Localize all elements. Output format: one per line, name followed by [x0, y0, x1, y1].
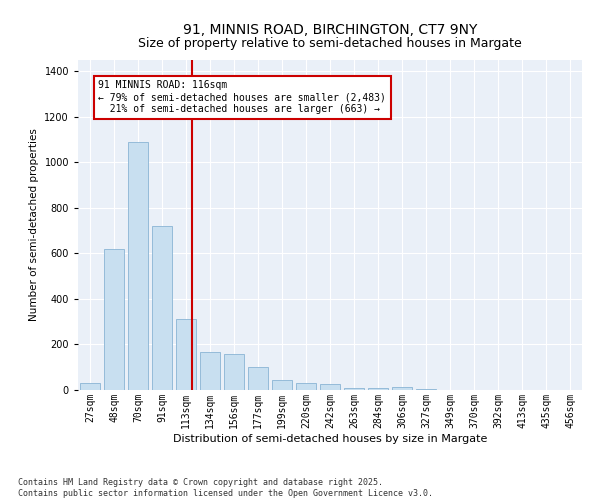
- Bar: [152, 226, 172, 390]
- Bar: [368, 388, 388, 390]
- Bar: [224, 354, 244, 390]
- Bar: [80, 383, 100, 390]
- Text: 91 MINNIS ROAD: 116sqm
← 79% of semi-detached houses are smaller (2,483)
  21% o: 91 MINNIS ROAD: 116sqm ← 79% of semi-det…: [98, 80, 386, 114]
- Text: Contains HM Land Registry data © Crown copyright and database right 2025.
Contai: Contains HM Land Registry data © Crown c…: [18, 478, 433, 498]
- Bar: [176, 320, 196, 390]
- X-axis label: Distribution of semi-detached houses by size in Margate: Distribution of semi-detached houses by …: [173, 434, 487, 444]
- Text: 91, MINNIS ROAD, BIRCHINGTON, CT7 9NY: 91, MINNIS ROAD, BIRCHINGTON, CT7 9NY: [183, 22, 477, 36]
- Bar: [320, 384, 340, 390]
- Bar: [296, 382, 316, 390]
- Bar: [272, 380, 292, 390]
- Text: Size of property relative to semi-detached houses in Margate: Size of property relative to semi-detach…: [138, 38, 522, 51]
- Y-axis label: Number of semi-detached properties: Number of semi-detached properties: [29, 128, 39, 322]
- Bar: [392, 387, 412, 390]
- Bar: [248, 367, 268, 390]
- Bar: [200, 352, 220, 390]
- Bar: [104, 249, 124, 390]
- Bar: [128, 142, 148, 390]
- Bar: [344, 388, 364, 390]
